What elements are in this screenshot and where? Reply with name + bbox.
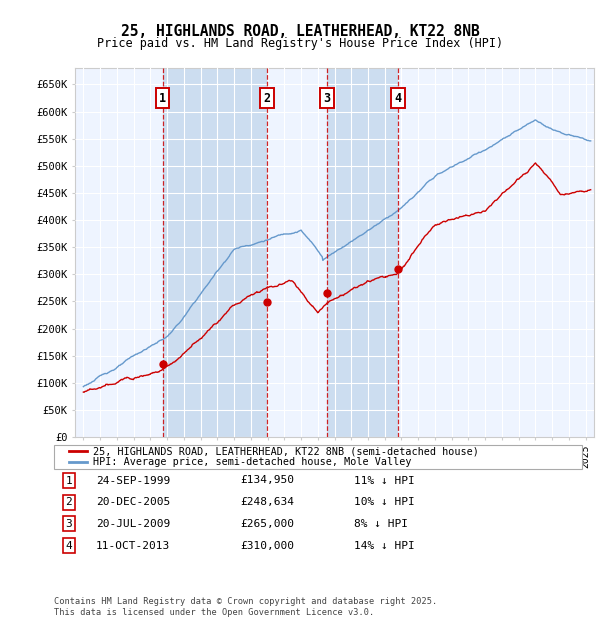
Text: 3: 3 bbox=[323, 92, 331, 105]
Text: 1: 1 bbox=[65, 476, 73, 485]
Text: 25, HIGHLANDS ROAD, LEATHERHEAD, KT22 8NB (semi-detached house): 25, HIGHLANDS ROAD, LEATHERHEAD, KT22 8N… bbox=[93, 446, 479, 456]
Text: HPI: Average price, semi-detached house, Mole Valley: HPI: Average price, semi-detached house,… bbox=[93, 457, 412, 467]
Text: 20-DEC-2005: 20-DEC-2005 bbox=[96, 497, 170, 507]
Text: £265,000: £265,000 bbox=[240, 519, 294, 529]
Text: 14% ↓ HPI: 14% ↓ HPI bbox=[354, 541, 415, 551]
Bar bbox=[327, 68, 398, 437]
Text: 25, HIGHLANDS ROAD, LEATHERHEAD, KT22 8NB: 25, HIGHLANDS ROAD, LEATHERHEAD, KT22 8N… bbox=[121, 24, 479, 38]
Text: 4: 4 bbox=[65, 541, 73, 551]
Text: 20-JUL-2009: 20-JUL-2009 bbox=[96, 519, 170, 529]
Text: 4: 4 bbox=[394, 92, 401, 105]
Text: 2: 2 bbox=[65, 497, 73, 507]
Text: 24-SEP-1999: 24-SEP-1999 bbox=[96, 476, 170, 485]
Text: 2: 2 bbox=[263, 92, 271, 105]
Text: Contains HM Land Registry data © Crown copyright and database right 2025.
This d: Contains HM Land Registry data © Crown c… bbox=[54, 598, 437, 617]
Text: 10% ↓ HPI: 10% ↓ HPI bbox=[354, 497, 415, 507]
Text: £310,000: £310,000 bbox=[240, 541, 294, 551]
Text: 11% ↓ HPI: 11% ↓ HPI bbox=[354, 476, 415, 485]
Text: 8% ↓ HPI: 8% ↓ HPI bbox=[354, 519, 408, 529]
Bar bbox=[163, 68, 267, 437]
Text: 3: 3 bbox=[65, 519, 73, 529]
Text: 11-OCT-2013: 11-OCT-2013 bbox=[96, 541, 170, 551]
Text: £248,634: £248,634 bbox=[240, 497, 294, 507]
Text: Price paid vs. HM Land Registry's House Price Index (HPI): Price paid vs. HM Land Registry's House … bbox=[97, 37, 503, 50]
Text: 1: 1 bbox=[159, 92, 166, 105]
Text: £134,950: £134,950 bbox=[240, 476, 294, 485]
